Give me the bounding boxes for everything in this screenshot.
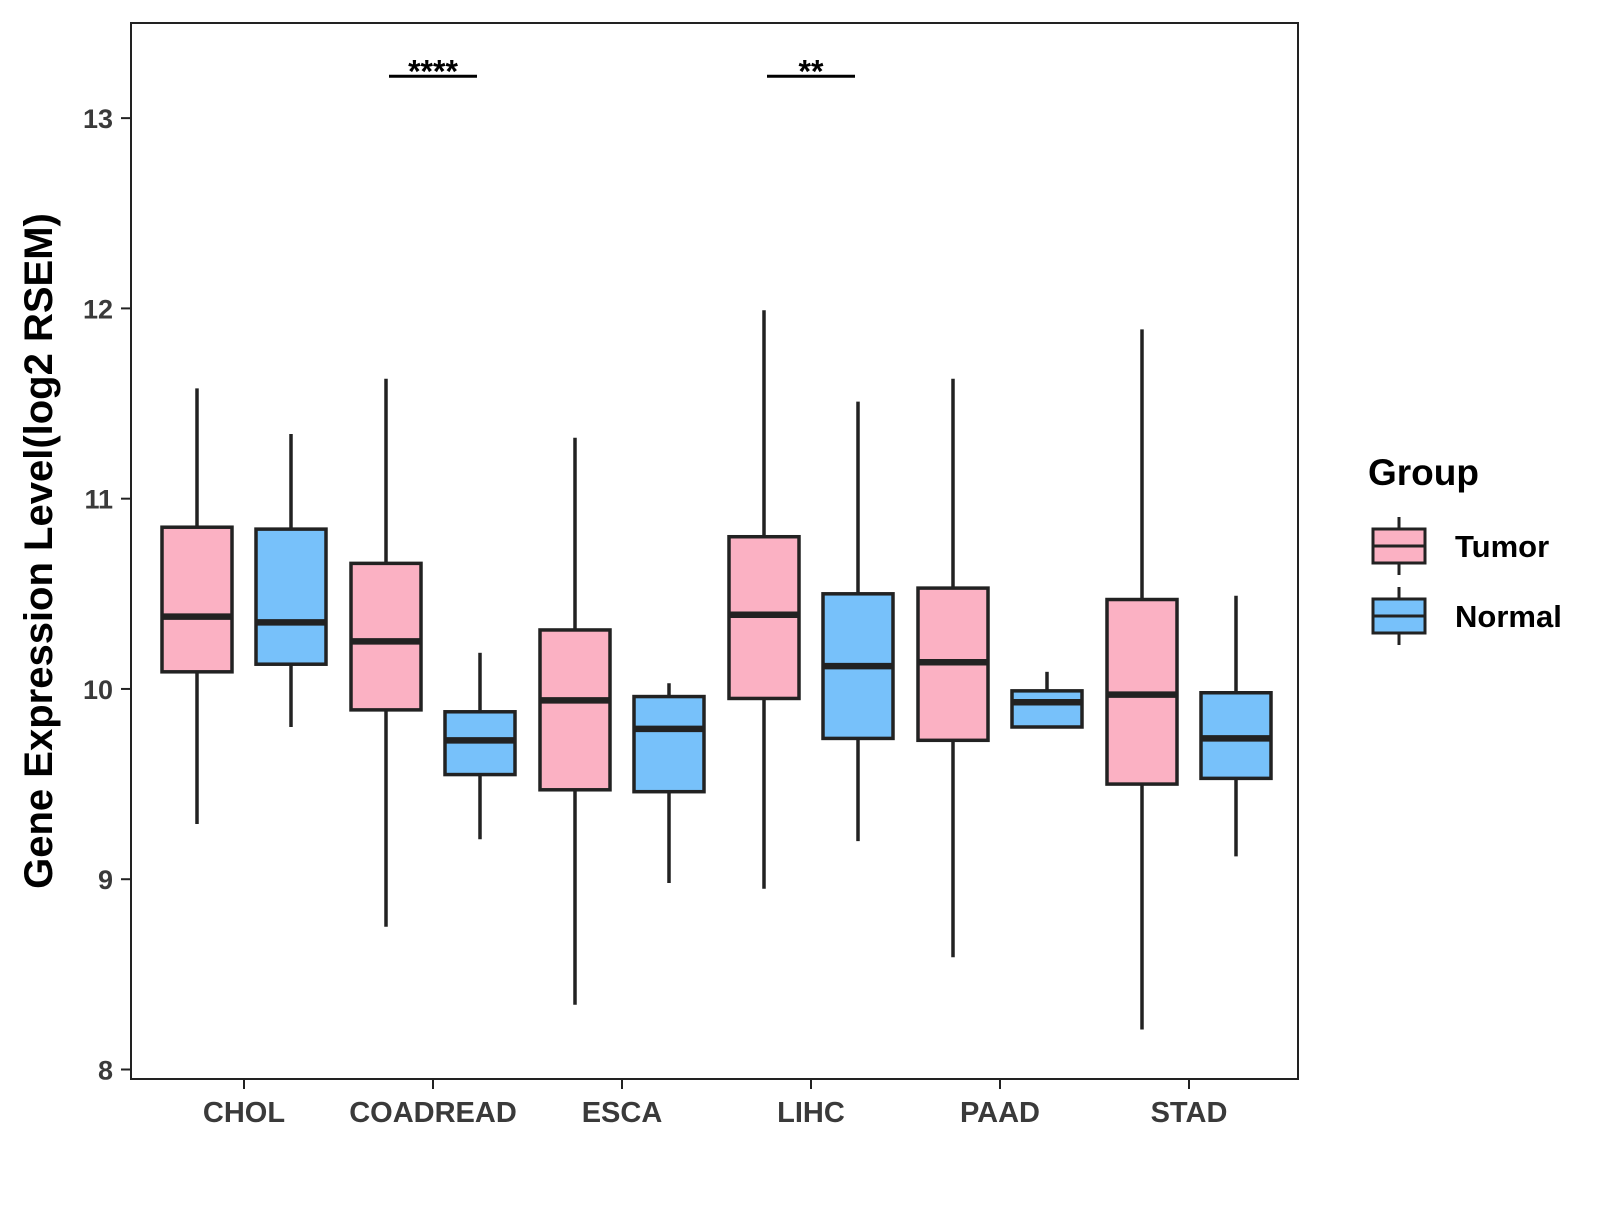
y-tick-label: 13: [83, 104, 113, 134]
boxes-layer: [160, 310, 1273, 1030]
x-tick-label: STAD: [1151, 1097, 1228, 1129]
box-normal-paad: [1010, 671, 1084, 729]
box-body: [160, 525, 234, 674]
box-tumor-paad: [916, 378, 990, 958]
legend-title: Group: [1368, 452, 1479, 493]
box-normal-chol: [254, 433, 328, 727]
significance-label: **: [799, 53, 824, 89]
significance-coadread: ****: [389, 53, 477, 89]
box-tumor-esca: [538, 437, 612, 1005]
box-body: [349, 561, 423, 712]
y-tick-label: 9: [98, 865, 113, 895]
y-axis: 8 9 10 11 12 13: [83, 104, 131, 1085]
legend-item-normal: Normal: [1371, 587, 1562, 645]
box-body: [632, 694, 706, 794]
y-tick-label: 11: [84, 485, 113, 515]
box-normal-esca: [632, 683, 706, 884]
box-normal-coadread: [443, 652, 517, 840]
plot-panel-border: [130, 22, 1299, 1080]
legend-item-tumor: Tumor: [1371, 517, 1549, 575]
box-normal-lihc: [821, 401, 895, 842]
box-body: [254, 527, 328, 666]
box-tumor-chol: [160, 388, 234, 825]
x-tick-label: CHOL: [203, 1097, 285, 1129]
x-axis: CHOL COADREAD ESCA LIHC PAAD STAD: [203, 1079, 1227, 1129]
legend-label: Tumor: [1455, 529, 1549, 564]
y-tick-label: 12: [83, 294, 113, 324]
box-body: [538, 628, 612, 792]
y-tick-label: 10: [83, 675, 113, 705]
y-tick-label: 8: [98, 1055, 113, 1085]
x-tick-label: LIHC: [777, 1097, 845, 1129]
box-normal-stad: [1199, 595, 1273, 857]
box-tumor-lihc: [727, 310, 801, 889]
x-tick-label: PAAD: [960, 1097, 1040, 1129]
legend-label: Normal: [1455, 599, 1562, 634]
significance-label: ****: [408, 53, 458, 89]
significance-lihc: **: [767, 53, 855, 89]
x-tick-label: ESCA: [582, 1097, 663, 1129]
x-tick-label: COADREAD: [349, 1097, 517, 1129]
box-tumor-stad: [1105, 329, 1179, 1030]
y-axis-title: Gene Expression Level(log2 RSEM): [17, 213, 61, 889]
legend: Group Tumor Normal: [1368, 452, 1562, 645]
annotations-layer: **** **: [389, 53, 855, 89]
box-tumor-coadread: [349, 378, 423, 927]
box-body: [1010, 689, 1084, 729]
